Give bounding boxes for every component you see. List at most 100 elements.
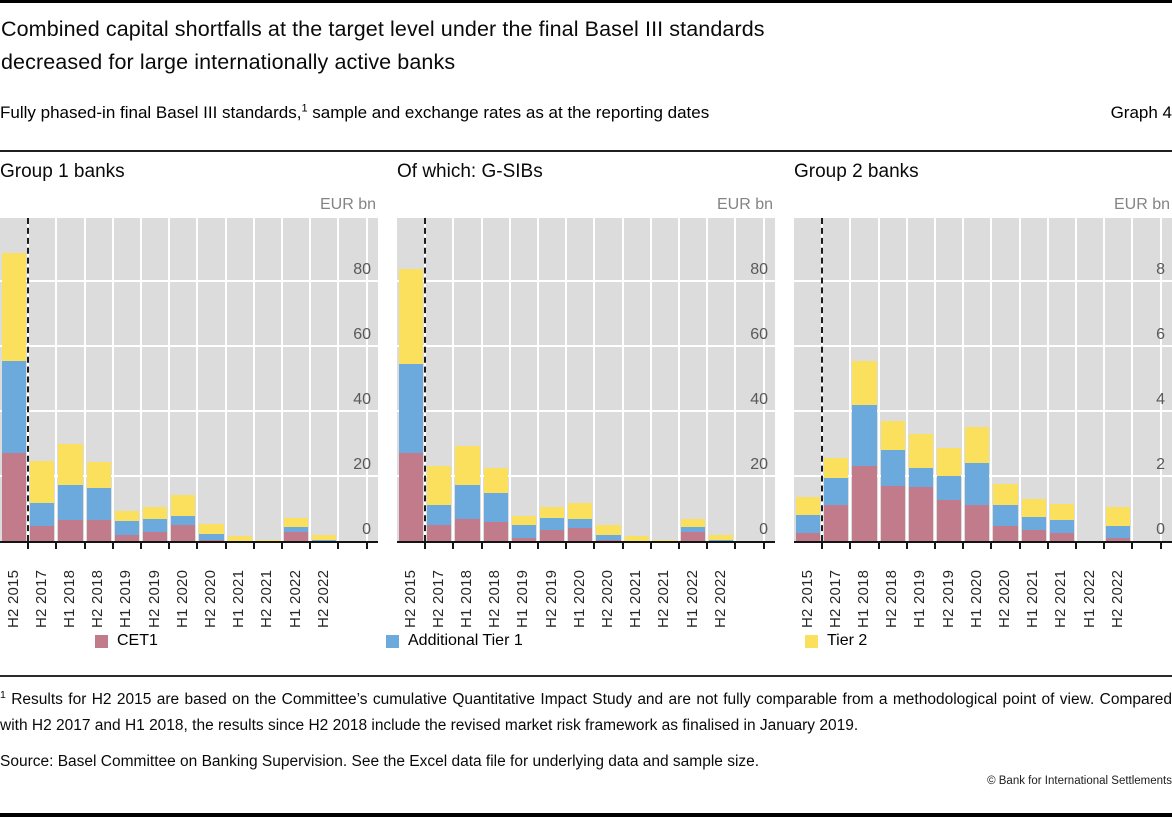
bar-segment-additional-tier-1 xyxy=(86,487,111,521)
x-axis-category-label: H2 2018 xyxy=(89,569,107,628)
x-axis-category-label: H2 2015 xyxy=(798,569,816,628)
bar-segment-tier-2 xyxy=(427,465,452,505)
vertical-gridline xyxy=(762,218,765,541)
bar-segment-cet1 xyxy=(58,520,83,541)
x-axis-category-label: H2 2022 xyxy=(314,569,332,628)
vertical-gridline xyxy=(734,218,737,541)
bar-segment-cet1 xyxy=(880,485,905,541)
x-axis-category-label: H2 2018 xyxy=(486,569,504,628)
bar-segment-additional-tier-1 xyxy=(284,526,309,532)
bar-segment-cet1 xyxy=(1021,529,1046,541)
bar-segment-tier-2 xyxy=(852,360,877,405)
bar-segment-cet1 xyxy=(143,531,168,541)
x-axis-category-label: H1 2022 xyxy=(683,569,701,628)
bar-segment-tier-2 xyxy=(965,427,990,463)
copyright-notice: © Bank for International Settlements xyxy=(987,774,1172,787)
footer-divider xyxy=(0,675,1172,677)
bar-segment-tier-2 xyxy=(709,534,734,541)
footnote: 1 Results for H2 2015 are based on the C… xyxy=(0,682,1172,739)
vertical-gridline xyxy=(196,218,199,541)
x-axis-category-label: H2 2022 xyxy=(711,569,729,628)
x-axis-tick xyxy=(990,543,993,549)
bar-segment-additional-tier-1 xyxy=(2,360,27,454)
bottom-divider xyxy=(0,813,1172,817)
bar-segment-tier-2 xyxy=(908,433,933,468)
legend-label-tier2: Tier 2 xyxy=(827,632,868,649)
x-axis-tick xyxy=(1075,543,1077,549)
x-axis-tick xyxy=(1018,543,1021,549)
vertical-gridline xyxy=(905,218,908,541)
bar-segment-tier-2 xyxy=(596,525,621,536)
bar-segment-additional-tier-1 xyxy=(171,516,196,526)
x-axis-tick xyxy=(337,543,340,549)
bar-segment-tier-2 xyxy=(1021,498,1046,517)
bar-segment-cet1 xyxy=(568,528,593,541)
vertical-gridline xyxy=(140,218,142,541)
bar-segment-additional-tier-1 xyxy=(455,485,480,520)
x-axis-tick xyxy=(849,543,852,549)
plot-area-group2: 0 2 4 6 8 xyxy=(794,218,1172,543)
x-axis-tick xyxy=(1159,543,1162,549)
x-axis-category-label: H1 2021 xyxy=(230,569,248,628)
bar-segment-additional-tier-1 xyxy=(596,535,621,541)
x-axis-category-label: H2 2017 xyxy=(429,569,447,628)
vertical-gridline xyxy=(990,218,993,541)
vertical-gridline xyxy=(649,218,652,541)
bar-segment-cet1 xyxy=(824,505,849,541)
x-axis-category-label: H1 2020 xyxy=(967,569,985,628)
chart-panels: Group 1 banks EUR bn 0 20 40 60 80 H2 2015 H2… xyxy=(0,160,1172,628)
legend-swatch-tier2 xyxy=(805,634,818,648)
x-axis-tick xyxy=(821,543,824,549)
bar-segment-cet1 xyxy=(1049,532,1074,541)
x-axis-tick xyxy=(224,543,227,549)
horizontal-gridline xyxy=(397,280,775,282)
bar-segment-tier-2 xyxy=(455,446,480,486)
bar-segment-cet1 xyxy=(171,525,196,541)
bar-segment-additional-tier-1 xyxy=(852,404,877,467)
bar-segment-tier-2 xyxy=(399,268,424,365)
bar-segment-additional-tier-1 xyxy=(540,518,565,531)
x-axis-ticks xyxy=(0,543,378,551)
bar-segment-cet1 xyxy=(2,453,27,541)
bar-segment-additional-tier-1 xyxy=(199,533,224,540)
x-axis-tick xyxy=(934,543,936,549)
bar-segment-tier-2 xyxy=(511,515,536,525)
bar-segment-additional-tier-1 xyxy=(1049,519,1074,533)
vertical-gridline xyxy=(168,218,171,541)
page-title-line2: decreased for large internationally acti… xyxy=(1,50,456,74)
vertical-gridline xyxy=(309,218,312,541)
y-axis-tick-label: 4 xyxy=(1156,391,1165,408)
plot-area-group1: 0 20 40 60 80 xyxy=(0,218,378,543)
bar-segment-tier-2 xyxy=(86,462,111,488)
x-axis-category-label: H2 2018 xyxy=(883,569,901,628)
horizontal-gridline xyxy=(0,475,378,477)
footnote-marker: 1 xyxy=(0,688,6,701)
bar-segment-additional-tier-1 xyxy=(880,450,905,486)
bar-segment-tier-2 xyxy=(568,502,593,519)
x-axis-category-label: H2 2021 xyxy=(258,569,276,628)
y-axis-tick-label: 80 xyxy=(353,261,371,278)
x-axis-labels: H2 2015 H2 2017 H1 2018 H2 2018 H1 2019 H2 20… xyxy=(0,551,378,628)
bar-segment-cet1 xyxy=(199,539,224,541)
vertical-gridline xyxy=(55,218,58,541)
bar-segment-cet1 xyxy=(284,531,309,541)
x-axis-tick xyxy=(1103,543,1106,549)
x-axis-tick xyxy=(480,543,483,549)
panel-group1-banks: Group 1 banks EUR bn 0 20 40 60 80 H2 2015 H2… xyxy=(0,160,378,628)
x-axis-tick xyxy=(309,543,312,549)
bar-segment-tier-2 xyxy=(199,523,224,534)
bar-segment-cet1 xyxy=(540,530,565,541)
vertical-gridline xyxy=(593,218,596,541)
bar-segment-tier-2 xyxy=(796,497,821,515)
bar-segment-cet1 xyxy=(114,534,139,541)
x-axis-tick xyxy=(1131,543,1134,549)
x-axis-ticks xyxy=(397,543,775,551)
horizontal-gridline xyxy=(0,280,378,282)
bar-segment-additional-tier-1 xyxy=(568,518,593,529)
x-axis-category-label: H1 2020 xyxy=(173,569,191,628)
x-axis-category-label: H2 2019 xyxy=(542,569,560,628)
vertical-gridline xyxy=(83,218,86,541)
x-axis-tick xyxy=(593,543,596,549)
vertical-gridline xyxy=(706,218,709,541)
